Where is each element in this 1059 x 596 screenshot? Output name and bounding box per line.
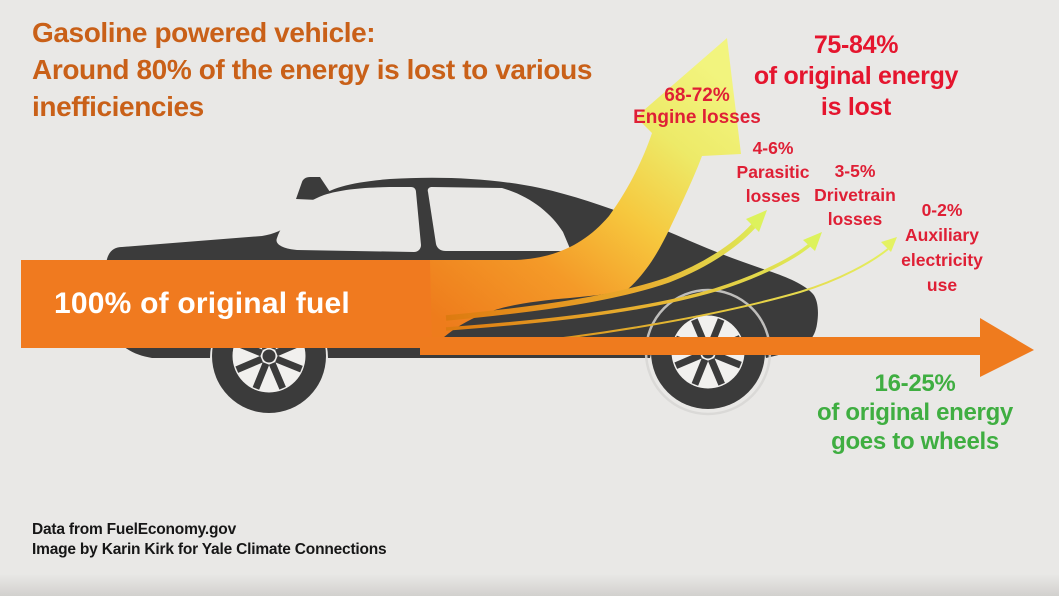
auxiliary-electricity-label: 0-2% Auxiliary electricity use (901, 200, 983, 295)
wheels-output-arrow (420, 318, 1034, 377)
title: Gasoline powered vehicle: Around 80% of … (32, 17, 593, 122)
drivetrain-loss-arrow (445, 232, 822, 331)
fuel-band-label: 100% of original fuel (54, 287, 350, 320)
parasitic-loss-arrow (445, 210, 767, 321)
energy-to-wheels-label: 16-25% of original energy goes to wheels (817, 370, 1013, 455)
fuel-band (21, 260, 437, 348)
front-window (276, 187, 421, 252)
parasitic-losses-label: 4-6% Parasitic losses (736, 138, 810, 206)
auxiliary-loss-arrow (499, 237, 897, 346)
rear-window (427, 187, 571, 251)
side-mirror (296, 177, 330, 200)
credits: Data from FuelEconomy.gov Image by Karin… (32, 521, 387, 558)
engine-losses-label: 68-72% Engine losses (633, 85, 761, 128)
total-energy-lost-label: 75-84% of original energy is lost (753, 31, 959, 121)
drivetrain-losses-label: 3-5% Drivetrain losses (814, 161, 896, 229)
engine-loss-arrow (430, 38, 741, 348)
